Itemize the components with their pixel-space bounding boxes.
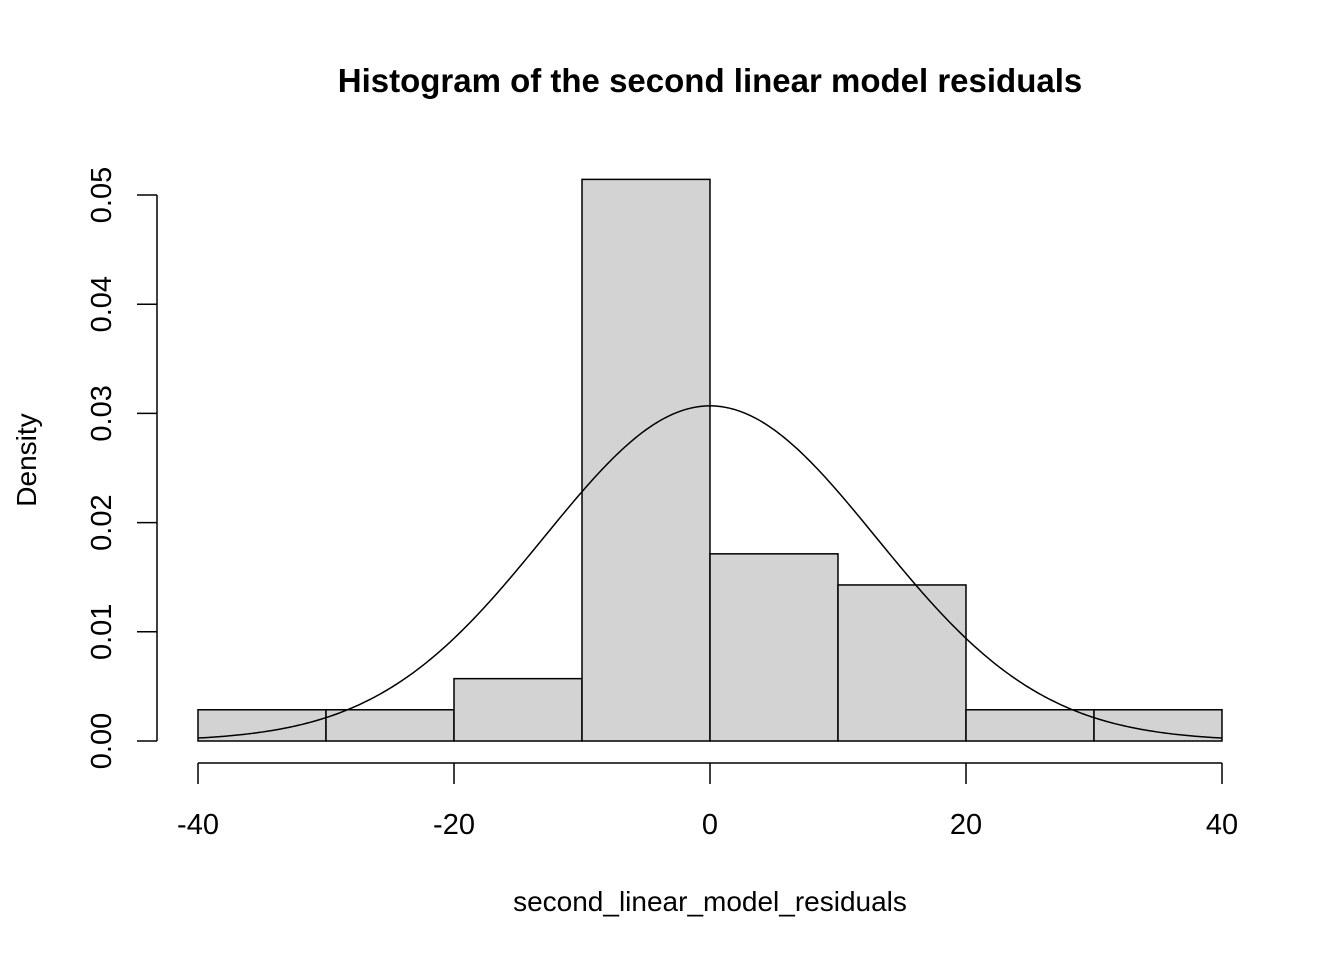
- histogram-bar-4: [709, 553, 839, 742]
- y-axis-tick-label-5: 0.05: [86, 167, 118, 223]
- histogram-bar-7: [1093, 709, 1223, 742]
- y-axis-tick-label-2: 0.02: [86, 494, 118, 550]
- x-axis: -40 -20 0 20 40: [177, 762, 1238, 841]
- density-curve: [197, 405, 1223, 739]
- histogram-bar-0: [197, 709, 327, 742]
- x-axis-tick-label-4: 40: [1206, 809, 1238, 841]
- y-axis-tick-label-4: 0.04: [86, 276, 118, 332]
- histogram-bars: [197, 178, 1223, 742]
- chart-title: Histogram of the second linear model res…: [338, 62, 1083, 99]
- histogram-bar-6: [965, 709, 1095, 742]
- y-axis-tick-label-1: 0.01: [86, 604, 118, 660]
- y-axis: 0.00 0.01 0.02 0.03 0.04 0.05: [86, 167, 158, 769]
- y-axis-label: Density: [11, 413, 42, 506]
- y-axis-tick-label-3: 0.03: [86, 385, 118, 441]
- x-axis-tick-label-0: -40: [177, 809, 219, 841]
- histogram-bar-3: [581, 178, 711, 742]
- x-axis-label: second_linear_model_residuals: [513, 886, 907, 917]
- x-axis-tick-label-1: -20: [433, 809, 475, 841]
- x-axis-tick-label-2: 0: [702, 809, 718, 841]
- histogram-bar-1: [325, 709, 455, 742]
- x-axis-tick-label-3: 20: [950, 809, 982, 841]
- histogram-bar-2: [453, 677, 583, 742]
- y-axis-tick-label-0: 0.00: [86, 713, 118, 769]
- histogram-bar-5: [837, 584, 967, 742]
